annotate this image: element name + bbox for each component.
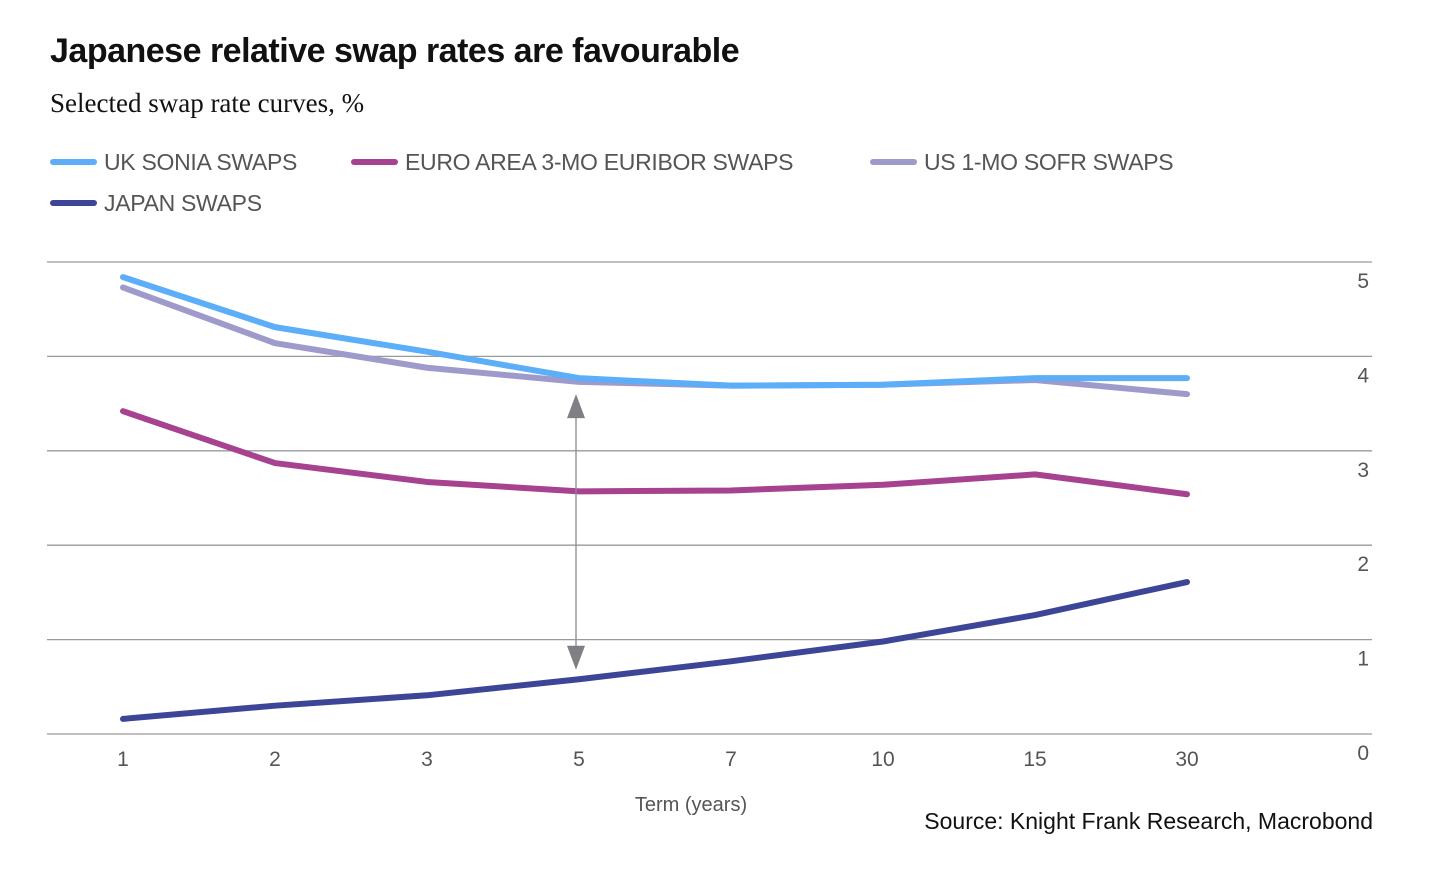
legend-swatch-us (870, 159, 917, 165)
legend-item-us: US 1-MO SOFR SWAPS (870, 147, 1174, 177)
y-tick-label: 5 (1357, 270, 1369, 293)
y-tick-label: 1 (1357, 648, 1369, 671)
source-note: Source: Knight Frank Research, Macrobond (924, 808, 1373, 834)
x-tick-label: 2 (269, 748, 281, 771)
y-tick-label: 4 (1357, 364, 1369, 387)
legend-item-euro: EURO AREA 3-MO EURIBOR SWAPS (351, 147, 794, 177)
chart-subtitle: Selected swap rate curves, % (50, 88, 365, 118)
legend-label-japan: JAPAN SWAPS (104, 189, 262, 216)
x-tick-label: 30 (1175, 748, 1198, 771)
legend-swatch-japan (50, 200, 97, 206)
legend-item-japan: JAPAN SWAPS (50, 188, 262, 218)
series-line-japan-swaps (120, 579, 1190, 722)
x-tick-label: 10 (871, 748, 894, 771)
x-tick-label: 1 (117, 748, 129, 771)
x-tick-label: 3 (421, 748, 433, 771)
legend-swatch-uk (50, 159, 97, 165)
legend-label-us: US 1-MO SOFR SWAPS (924, 148, 1174, 175)
chart-title: Japanese relative swap rates are favoura… (50, 32, 740, 70)
legend-swatch-euro (351, 159, 398, 165)
annotation-arrow-head-up (567, 394, 585, 419)
x-axis-label: Term (years) (635, 794, 747, 816)
legend-label-euro: EURO AREA 3-MO EURIBOR SWAPS (405, 148, 794, 175)
legend-label-uk: UK SONIA SWAPS (104, 148, 298, 175)
series-line-euro-area-3-mo-euribor-swaps (120, 408, 1190, 498)
x-tick-label: 15 (1023, 748, 1046, 771)
y-tick-label: 3 (1357, 459, 1369, 482)
legend-item-uk: UK SONIA SWAPS (50, 147, 297, 177)
y-tick-label: 0 (1357, 742, 1369, 765)
x-tick-label: 7 (725, 748, 737, 771)
annotation-arrow-head-down (567, 645, 585, 670)
x-tick-label: 5 (573, 748, 585, 771)
y-tick-label: 2 (1357, 553, 1369, 576)
series-line-uk-sonia-swaps (120, 274, 1190, 389)
